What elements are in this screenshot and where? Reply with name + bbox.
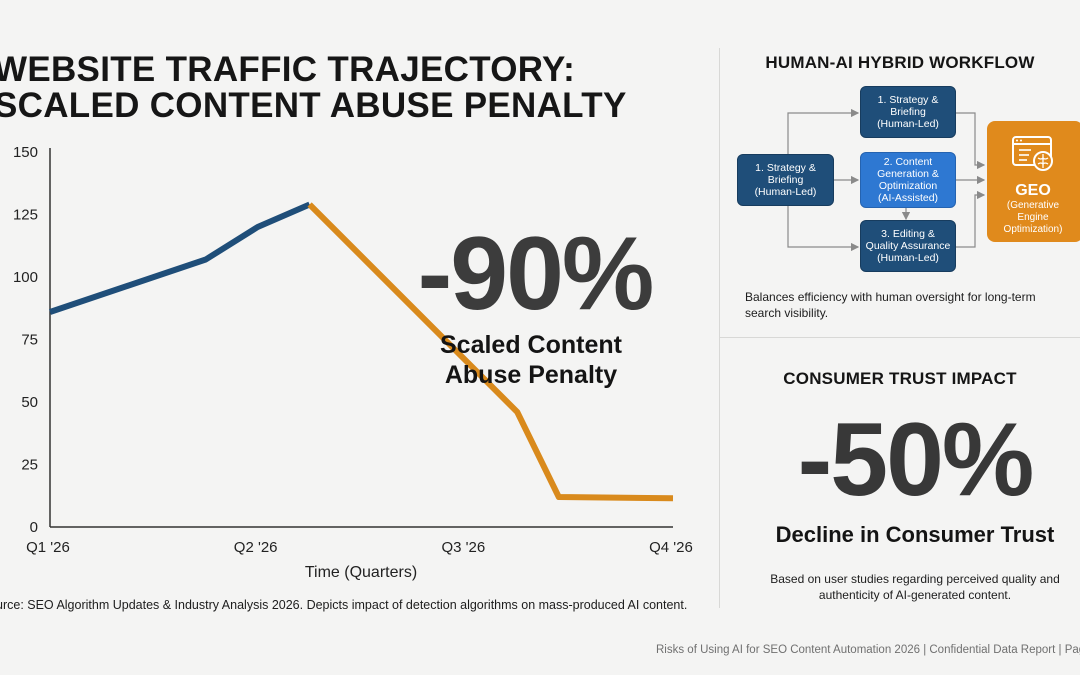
workflow-heading: HUMAN-AI HYBRID WORKFLOW — [765, 53, 1035, 72]
y-tick-label: 75 — [21, 332, 38, 349]
penalty-percentage: -90% — [417, 216, 655, 332]
workflow-note: Balances efficiency with human oversight… — [745, 290, 1036, 320]
x-tick-label: Q1 '26 — [26, 539, 70, 556]
horizontal-divider — [720, 337, 1080, 338]
series-penalty-line — [307, 202, 674, 502]
y-tick-label: 125 — [13, 207, 38, 224]
ai-brain-window-icon — [1012, 136, 1053, 171]
trust-percentage: -50% — [797, 402, 1035, 518]
series-growth-line — [49, 201, 311, 315]
page-footer: Risks of Using AI for SEO Content Automa… — [656, 644, 1080, 656]
arrow-input-to-top — [787, 108, 860, 154]
arrow-bottom-to-geo — [956, 190, 986, 248]
source-note: urce: SEO Algorithm Updates & Industry A… — [0, 598, 688, 612]
y-tick-label: 150 — [13, 144, 38, 161]
x-tick-label: Q3 '26 — [441, 539, 485, 556]
vertical-divider — [719, 48, 720, 608]
x-axis-title: Time (Quarters) — [305, 564, 417, 581]
y-tick-label: 25 — [21, 457, 38, 474]
y-tick-label: 0 — [30, 519, 38, 536]
y-tick-label: 50 — [21, 394, 38, 411]
x-tick-label: Q2 '26 — [234, 539, 278, 556]
chart-title-line-1: WEBSITE TRAFFIC TRAJECTORY: — [0, 50, 576, 89]
y-tick-label: 100 — [13, 269, 38, 286]
workflow-arrows — [787, 108, 986, 252]
workflow-step-editing: 3. Editing & Quality Assurance (Human-Le… — [860, 220, 956, 272]
trust-note: Based on user studies regarding perceive… — [770, 572, 1060, 602]
penalty-caption: Scaled Content Abuse Penalty — [440, 331, 622, 389]
series-lines — [49, 201, 674, 502]
trust-caption: Decline in Consumer Trust — [775, 522, 1055, 547]
chart-title-line-2: SCALED CONTENT ABUSE PENALTY — [0, 86, 627, 125]
geo-title: GEO — [1015, 182, 1051, 199]
x-axis-ticks: Q1 '26 Q2 '26 Q3 '26 Q4 '26 — [26, 539, 693, 556]
y-axis-ticks: 0 25 50 75 100 125 150 — [13, 144, 38, 536]
workflow-step-input: 1. Strategy & Briefing (Human-Led) — [737, 154, 834, 206]
trust-heading: CONSUMER TRUST IMPACT — [783, 369, 1017, 388]
traffic-line-chart: 0 25 50 75 100 125 150 Q1 '26 Q2 '26 Q3 '26 Q4 '2… — [13, 144, 693, 581]
arrow-input-to-bottom — [787, 206, 860, 252]
workflow-step-generation: 2. Content Generation & Optimization (AI… — [860, 152, 956, 208]
workflow-step-strategy: 1. Strategy & Briefing (Human-Led) — [860, 86, 956, 138]
x-tick-label: Q4 '26 — [649, 539, 693, 556]
geo-box: GEO (Generative Engine Optimization) — [987, 121, 1080, 242]
geo-subtitle: (Generative Engine Optimization) — [1003, 200, 1063, 235]
arrow-top-to-geo — [956, 112, 986, 170]
